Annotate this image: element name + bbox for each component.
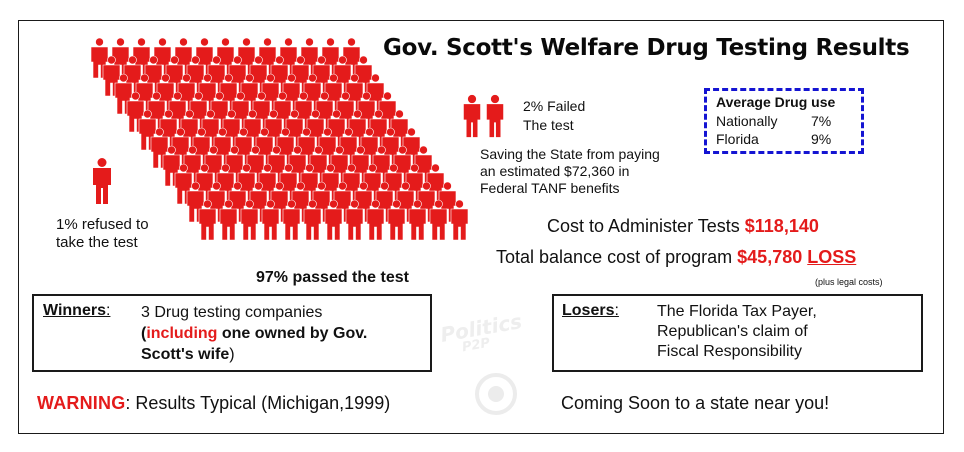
cost-to-administer: Cost to Administer Tests $118,140	[547, 216, 819, 237]
losers-heading: Losers:	[562, 302, 619, 319]
passed-crowd	[90, 38, 469, 241]
winners-box: Winners: 3 Drug testing companies (inclu…	[32, 294, 432, 372]
person-icon	[366, 199, 385, 241]
person-icon	[240, 199, 259, 241]
person-icon	[345, 199, 364, 241]
savings-line2: an estimated $72,360 in	[480, 163, 630, 179]
losers-line3: Fiscal Responsibility	[657, 343, 802, 360]
legal-costs-note: (plus legal costs)	[815, 277, 883, 287]
average-drug-use-box: Average Drug use Nationally 7% Florida 9…	[704, 88, 864, 154]
average-row-label: Florida	[716, 131, 759, 147]
person-icon	[387, 199, 406, 241]
savings-line1: Saving the State from paying	[480, 146, 660, 162]
winners-line1: 3 Drug testing companies	[141, 304, 323, 321]
person-icon	[429, 199, 448, 241]
losers-heading-text: Losers	[562, 302, 615, 319]
person-icon	[219, 199, 238, 241]
losers-line2: Republican's claim of	[657, 323, 808, 340]
person-icon	[282, 199, 301, 241]
total-balance-label: Total balance cost of program	[496, 247, 733, 267]
person-icon	[303, 199, 322, 241]
winners-heading-text: Winners	[43, 302, 106, 319]
watermark-logo-icon	[475, 373, 517, 415]
loss-label: LOSS	[807, 247, 857, 267]
losers-box: Losers: The Florida Tax Payer, Republica…	[552, 294, 923, 372]
warning-label: WARNING	[37, 393, 126, 413]
refused-label-line2: take the test	[56, 234, 138, 251]
failed-person-icon	[486, 94, 504, 138]
failed-person-icon	[463, 94, 481, 138]
winners-line3: Scott's wife)	[141, 344, 235, 365]
failed-label-line2: The test	[523, 117, 574, 133]
savings-line3: Federal TANF benefits	[480, 180, 620, 196]
refused-label-line1: 1% refused to	[56, 216, 149, 233]
winners-line3-text: Scott's wife	[141, 346, 230, 363]
winners-line2-rest: one owned by Gov.	[217, 325, 368, 342]
person-icon	[324, 199, 343, 241]
coming-soon: Coming Soon to a state near you!	[561, 393, 830, 413]
cost-to-administer-value: $118,140	[744, 216, 819, 236]
average-row-value: 7%	[811, 113, 832, 129]
average-drug-use-title: Average Drug use	[716, 94, 836, 110]
close-paren: )	[229, 346, 235, 363]
person-icon	[198, 199, 217, 241]
winners-line2: (including one owned by Gov.	[141, 323, 367, 344]
total-balance-value: $45,780	[737, 247, 803, 267]
total-balance-cost: Total balance cost of program $45,780 LO…	[496, 247, 856, 268]
person-icon	[261, 199, 280, 241]
warning: WARNING: Results Typical (Michigan,1999)	[37, 393, 390, 414]
open-paren: (	[141, 325, 147, 342]
losers-line1: The Florida Tax Payer,	[657, 303, 817, 320]
cost-to-administer-label: Cost to Administer Tests	[547, 216, 740, 236]
person-icon	[450, 199, 469, 241]
winners-heading: Winners:	[43, 302, 111, 319]
passed-label: 97% passed the test	[256, 269, 409, 286]
person-icon	[408, 199, 427, 241]
failed-label-line1: 2% Failed	[523, 98, 586, 114]
refused-person-icon	[93, 158, 111, 204]
page-title: Gov. Scott's Welfare Drug Testing Result…	[383, 35, 910, 61]
warning-text: : Results Typical (Michigan,1999)	[125, 393, 391, 413]
average-row-label: Nationally	[716, 113, 778, 129]
winners-highlight: including	[146, 325, 218, 342]
average-row-value: 9%	[811, 131, 832, 147]
